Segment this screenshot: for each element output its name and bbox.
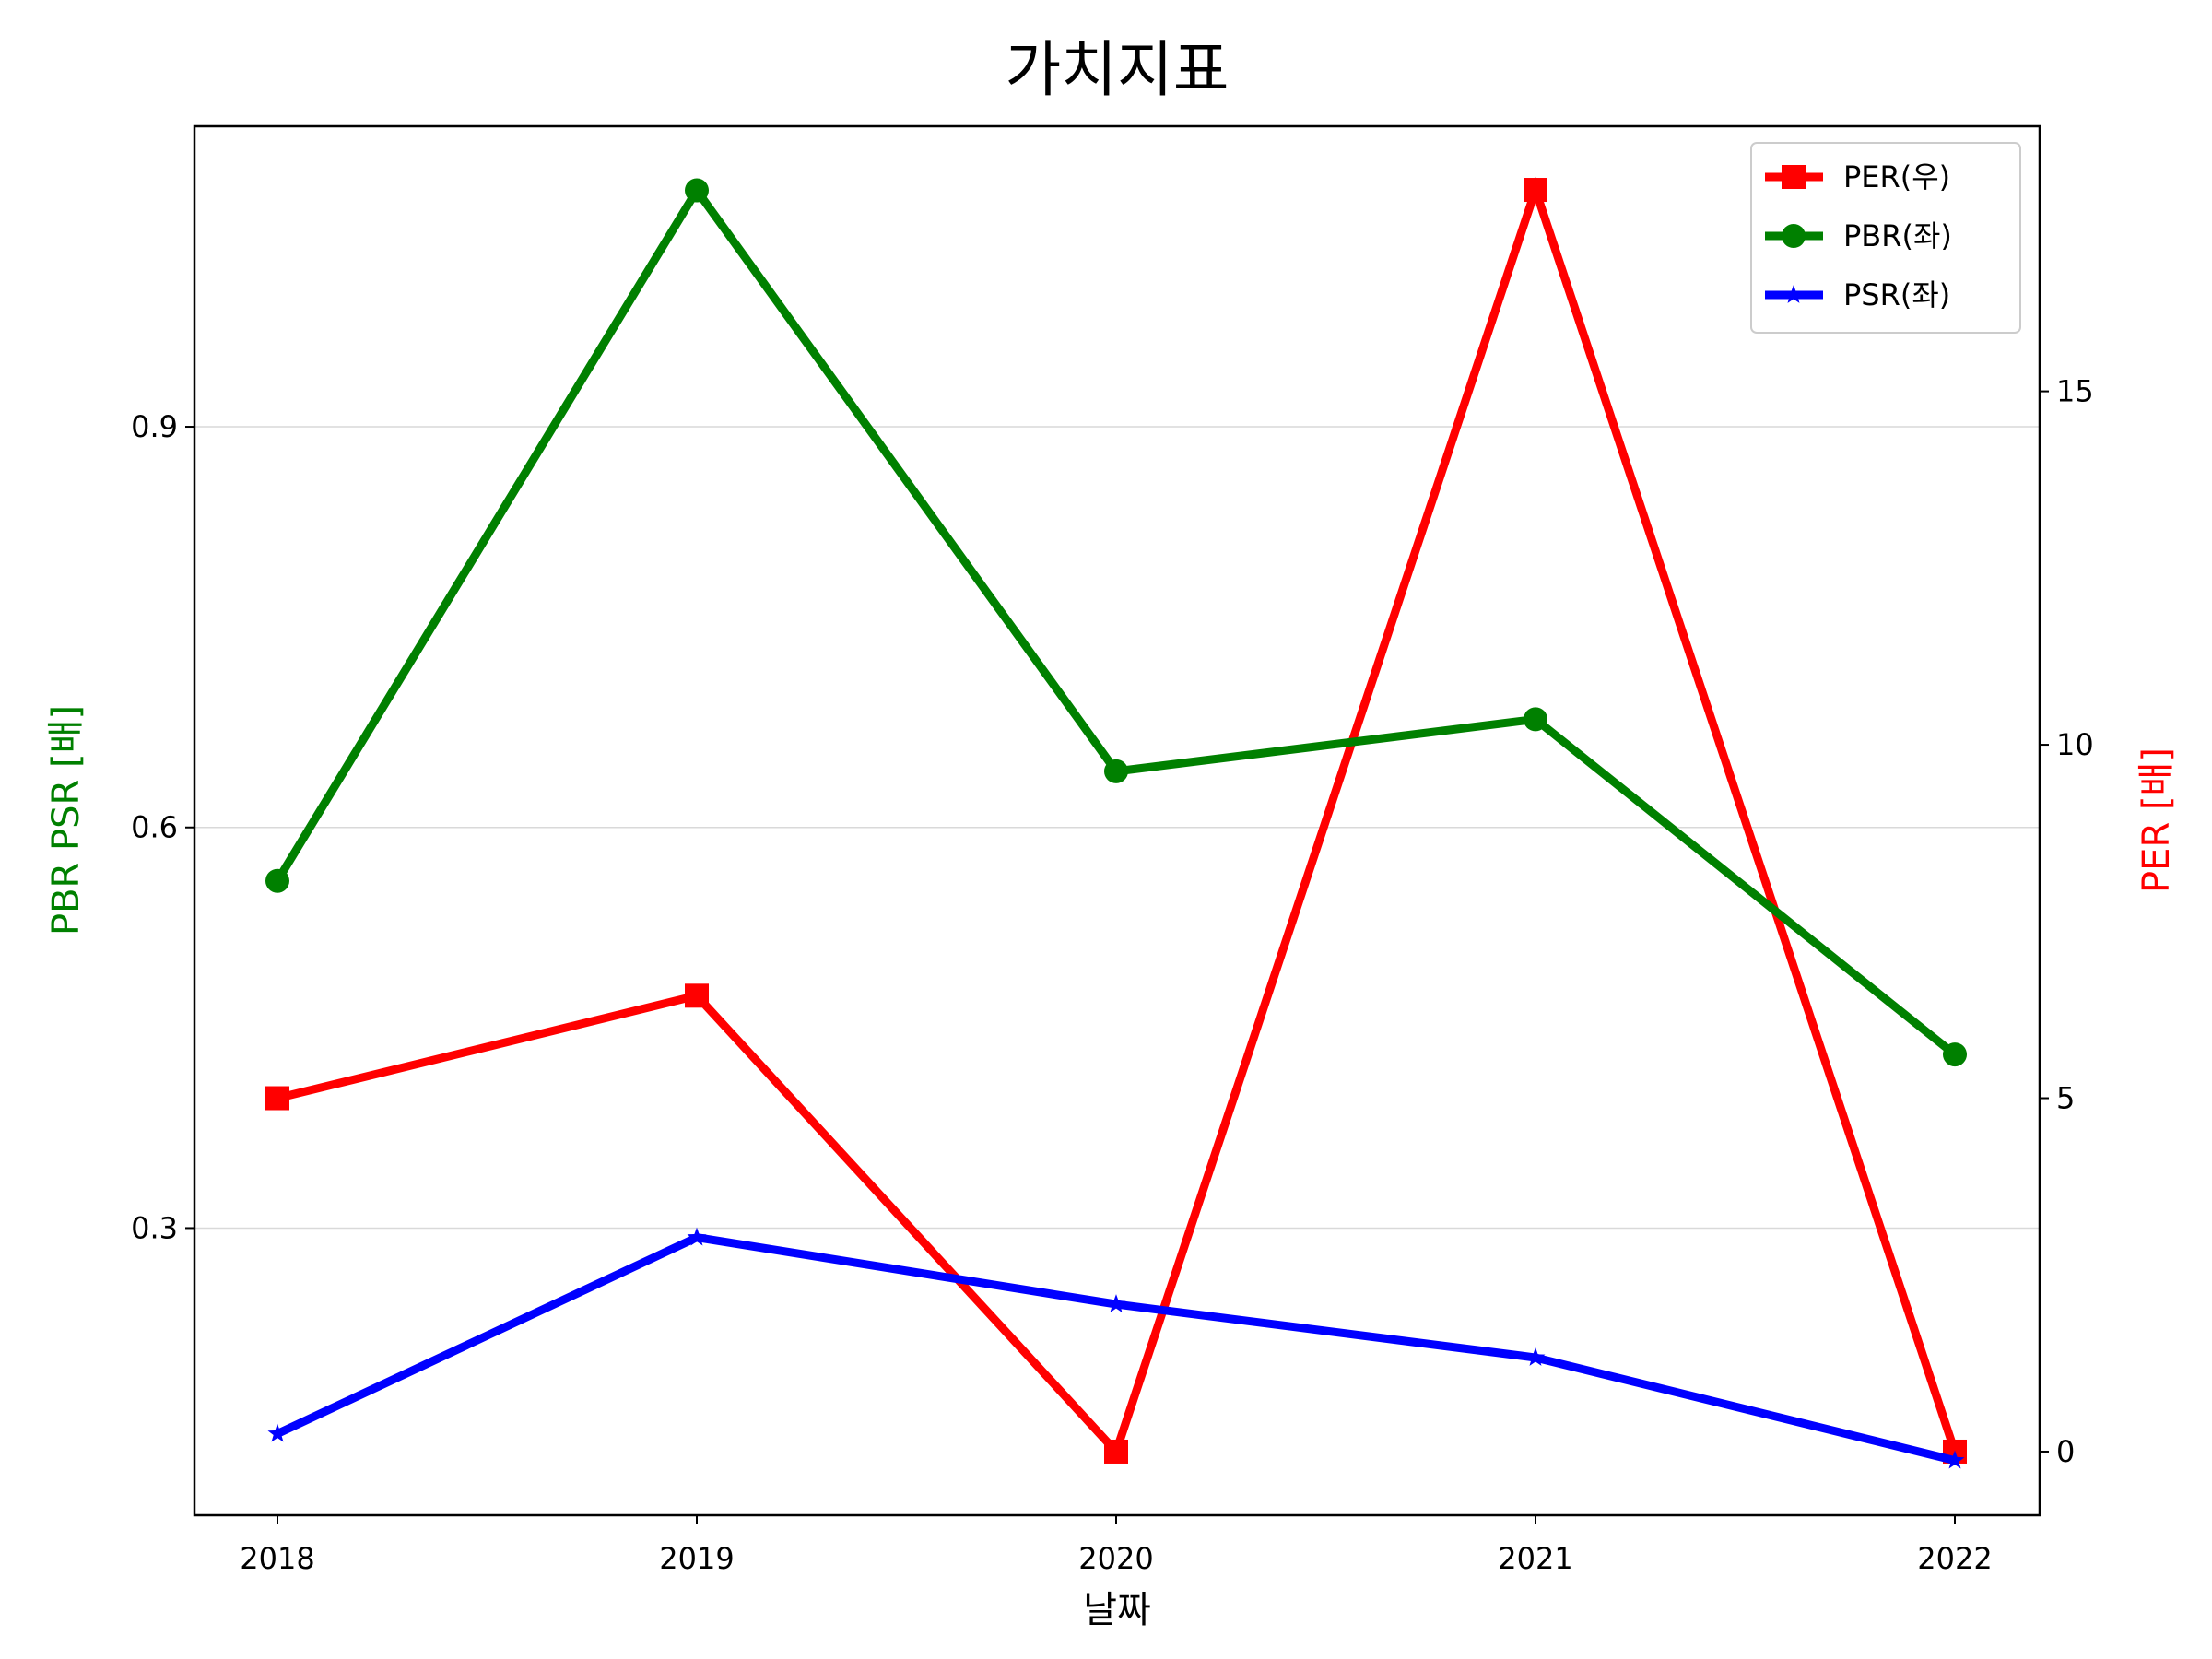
legend-box bbox=[1750, 142, 2021, 334]
data-series bbox=[265, 176, 1967, 1469]
legend-swatch-marker bbox=[1782, 165, 1806, 189]
x-tick-label: 2019 bbox=[659, 1541, 734, 1576]
x-axis-label: 날짜 bbox=[1083, 1589, 1151, 1631]
legend-swatch-marker bbox=[1782, 224, 1806, 248]
legend-entry: PBR(좌) bbox=[1765, 218, 1952, 253]
data-point bbox=[1104, 759, 1128, 783]
axis-ticks: 0.3 0.6 0.9 0 5 10 15 2018 2019 2020 2021 2022 bbox=[131, 374, 2094, 1576]
right-y-tick-label: 10 bbox=[2056, 727, 2094, 762]
left-y-axis-label: PBR PSR [배] bbox=[45, 705, 88, 935]
legend-label: PBR(좌) bbox=[1843, 218, 1952, 253]
right-y-tick-label: 15 bbox=[2056, 374, 2094, 409]
data-point bbox=[265, 1086, 289, 1111]
x-tick-label: 2021 bbox=[1498, 1541, 1572, 1576]
data-point bbox=[685, 983, 709, 1008]
data-point bbox=[265, 868, 289, 893]
grid-lines bbox=[194, 426, 2040, 1230]
x-tick-label: 2020 bbox=[1078, 1541, 1153, 1576]
data-point bbox=[685, 178, 709, 203]
legend-label: PER(우) bbox=[1843, 159, 1950, 194]
data-point bbox=[1524, 178, 1547, 203]
series-PER(우) bbox=[265, 176, 1967, 1464]
data-point bbox=[1104, 1439, 1128, 1464]
left-y-tick-label: 0.3 bbox=[131, 1210, 178, 1245]
right-y-tick-label: 5 bbox=[2056, 1081, 2075, 1116]
left-y-tick-label: 0.9 bbox=[131, 409, 178, 444]
left-y-tick-label: 0.6 bbox=[131, 810, 178, 845]
series-PBR(좌) bbox=[265, 178, 1967, 1067]
data-point bbox=[1525, 1347, 1546, 1366]
legend: PER(우) PBR(좌) PSR(좌) bbox=[1750, 142, 2021, 334]
legend-swatch-marker bbox=[1783, 285, 1804, 303]
data-point bbox=[1106, 1294, 1126, 1312]
chart-title: 가치지표 bbox=[1006, 34, 1230, 105]
legend-entry: PER(우) bbox=[1765, 159, 1950, 194]
data-point bbox=[687, 1227, 707, 1246]
data-point bbox=[1943, 1042, 1967, 1067]
series-PSR(좌) bbox=[267, 1227, 1965, 1469]
x-tick-label: 2018 bbox=[240, 1541, 314, 1576]
right-y-tick-label: 0 bbox=[2056, 1434, 2075, 1469]
data-point bbox=[1945, 1450, 1965, 1469]
legend-label: PSR(좌) bbox=[1843, 277, 1950, 312]
legend-entry: PSR(좌) bbox=[1765, 277, 1950, 312]
data-point bbox=[1524, 707, 1547, 732]
data-point bbox=[267, 1423, 288, 1442]
x-tick-label: 2022 bbox=[1917, 1541, 1992, 1576]
right-y-axis-label: PER [배] bbox=[2136, 747, 2178, 893]
